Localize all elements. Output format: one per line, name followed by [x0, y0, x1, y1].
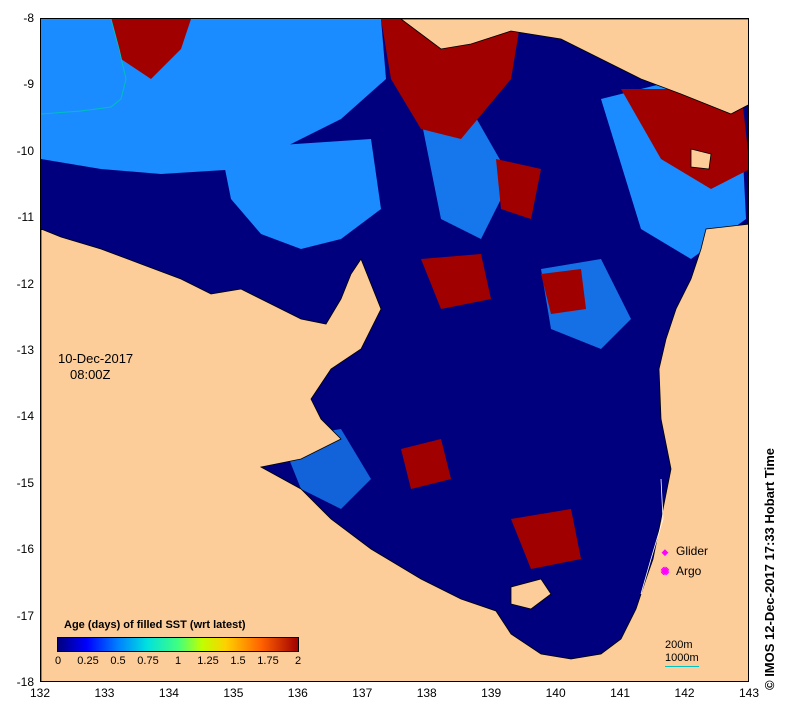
latitude-tick-label: -15: [16, 475, 34, 490]
contour-legend: 200m 1000m: [665, 639, 699, 667]
longitude-tick-label: 138: [416, 686, 437, 700]
colorbar-tick-label: 0.5: [110, 655, 126, 667]
longitude-tick-label: 140: [545, 686, 566, 700]
contour-200m: [640, 478, 664, 595]
land-areas: [41, 19, 748, 681]
colorbar-tick-label: 1.75: [257, 655, 279, 667]
argo-legend-item: ✺ Argo: [660, 562, 708, 582]
latitude-tick-label: -17: [16, 608, 34, 623]
latitude-tick-label: -13: [16, 343, 34, 357]
longitude-tick-label: 137: [352, 686, 373, 700]
time-text: 08:00Z: [70, 367, 111, 382]
map-panel: [40, 18, 749, 682]
glider-legend-item: ◆ Glider: [660, 542, 708, 562]
gulf-island: [510, 578, 552, 610]
longitude-tick-label: 136: [287, 686, 308, 700]
colorbar-tick-label: 1.25: [197, 655, 219, 667]
contour-1000m-label: 1000m: [665, 652, 699, 667]
map-canvas: [41, 19, 748, 681]
top-end-land: [41, 223, 748, 681]
contour-1000m: [41, 19, 127, 115]
longitude-tick-label: 143: [738, 686, 760, 700]
diamond-icon: ◆: [661, 547, 669, 557]
old-sst-patches: [111, 19, 748, 569]
colorbar: [57, 637, 299, 652]
timestamp-label: 10-Dec-2017 08:00Z: [58, 351, 133, 383]
circle-icon: ✺: [660, 566, 670, 578]
longitude-tick-label: 141: [610, 686, 631, 700]
longitude-tick-label: 139: [481, 686, 502, 700]
colorbar-tick-label: 1.5: [230, 655, 246, 667]
latitude-tick-label: -9: [23, 77, 34, 92]
latitude-tick-label: -12: [16, 276, 34, 291]
latitude-tick-label: -11: [17, 210, 34, 225]
colorbar-tick-label: 1: [174, 655, 182, 667]
date-text: 10-Dec-2017: [58, 351, 134, 366]
longitude-tick-label: 134: [158, 686, 179, 700]
glider-label: Glider: [676, 544, 709, 558]
png-south-island: [690, 148, 712, 170]
colorbar-tick-label: 0.75: [137, 655, 159, 667]
longitude-tick-label: 142: [674, 686, 695, 700]
latitude-tick-label: -18: [16, 675, 34, 689]
longitude-tick-label: 133: [94, 686, 115, 700]
colorbar-tick-label: 0.25: [77, 655, 99, 667]
papua-new-guinea: [400, 19, 748, 115]
latitude-tick-label: -10: [16, 143, 34, 158]
latitude-tick-label: -14: [16, 409, 34, 424]
credit-text: © IMOS 12-Dec-2017 17:33 Hobart Time: [762, 448, 777, 690]
contour-200m-label: 200m: [665, 639, 693, 651]
colorbar-tick-label: 0: [54, 655, 62, 667]
colorbar-title: Age (days) of filled SST (wrt latest): [64, 619, 246, 631]
latitude-tick-label: -16: [16, 542, 34, 557]
marker-legend: ◆ Glider ✺ Argo: [660, 542, 708, 582]
argo-label: Argo: [676, 564, 702, 578]
latitude-tick-label: -8: [23, 11, 34, 25]
longitude-tick-label: 132: [29, 686, 51, 700]
longitude-tick-label: 135: [223, 686, 244, 700]
colorbar-tick-label: 2: [294, 655, 302, 667]
